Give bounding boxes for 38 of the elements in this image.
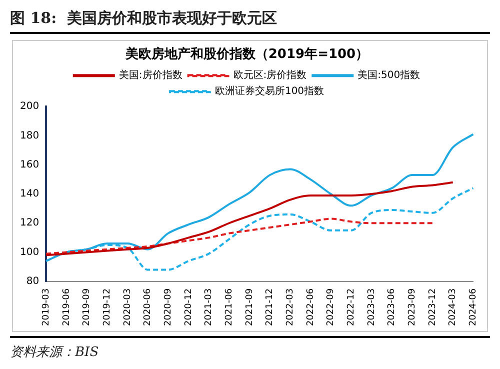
- y-tick-label: 80: [26, 276, 40, 287]
- x-tick-label: 2023-12: [428, 288, 438, 326]
- x-tick-label: 2019-12: [102, 288, 112, 326]
- x-tick-label: 2020-06: [143, 288, 154, 326]
- x-tick-label: 2022-06: [306, 288, 316, 326]
- line-series: [45, 181, 454, 256]
- x-tick-label: 2020-03: [122, 288, 133, 326]
- x-tick-label: 2022-03: [285, 288, 296, 326]
- line-series: [45, 218, 434, 255]
- x-tick-label: 2019-09: [82, 288, 92, 326]
- x-tick-label: 2022-12: [346, 288, 357, 326]
- chart-subtitle: 美欧房地产和股价指数（2019年=100）: [124, 46, 369, 62]
- x-tick-label: 2019-03: [41, 288, 52, 326]
- x-tick-label: 2023-03: [366, 288, 377, 326]
- chart-title: 图 18: 美国房价和股市表现好于欧元区: [10, 9, 278, 27]
- legend-label: 美国:房价指数: [118, 69, 182, 82]
- y-tick-label: 180: [20, 130, 40, 142]
- x-tick-label: 2021-03: [204, 288, 214, 326]
- legend-label: 美国:500指数: [358, 69, 420, 82]
- legend-label: 欧洲证券交易所100指数: [214, 85, 324, 98]
- x-tick-label: 2021-12: [265, 288, 276, 326]
- x-tick-label: 2022-09: [326, 288, 336, 326]
- x-tick-label: 2021-06: [224, 288, 234, 326]
- text: 资料来源：BIS: [10, 336, 490, 361]
- y-tick-label: 120: [20, 218, 40, 229]
- x-tick-label: 2024-06: [468, 288, 479, 326]
- x-tick-label: 2023-09: [408, 288, 418, 326]
- x-tick-label: 2021-09: [244, 288, 255, 326]
- x-tick-label: 2023-06: [387, 288, 398, 326]
- x-tick-label: 2024-03: [448, 288, 458, 326]
- x-tick-label: 2020-12: [184, 288, 194, 326]
- x-tick-label: 2019-06: [62, 288, 72, 326]
- y-tick-label: 140: [20, 188, 40, 200]
- legend-label: 欧元区:房价指数: [233, 69, 307, 82]
- y-tick-label: 100: [20, 246, 40, 258]
- x-tick-label: 2020-09: [163, 288, 174, 326]
- y-tick-label: 200: [20, 101, 40, 112]
- y-tick-label: 160: [20, 159, 40, 170]
